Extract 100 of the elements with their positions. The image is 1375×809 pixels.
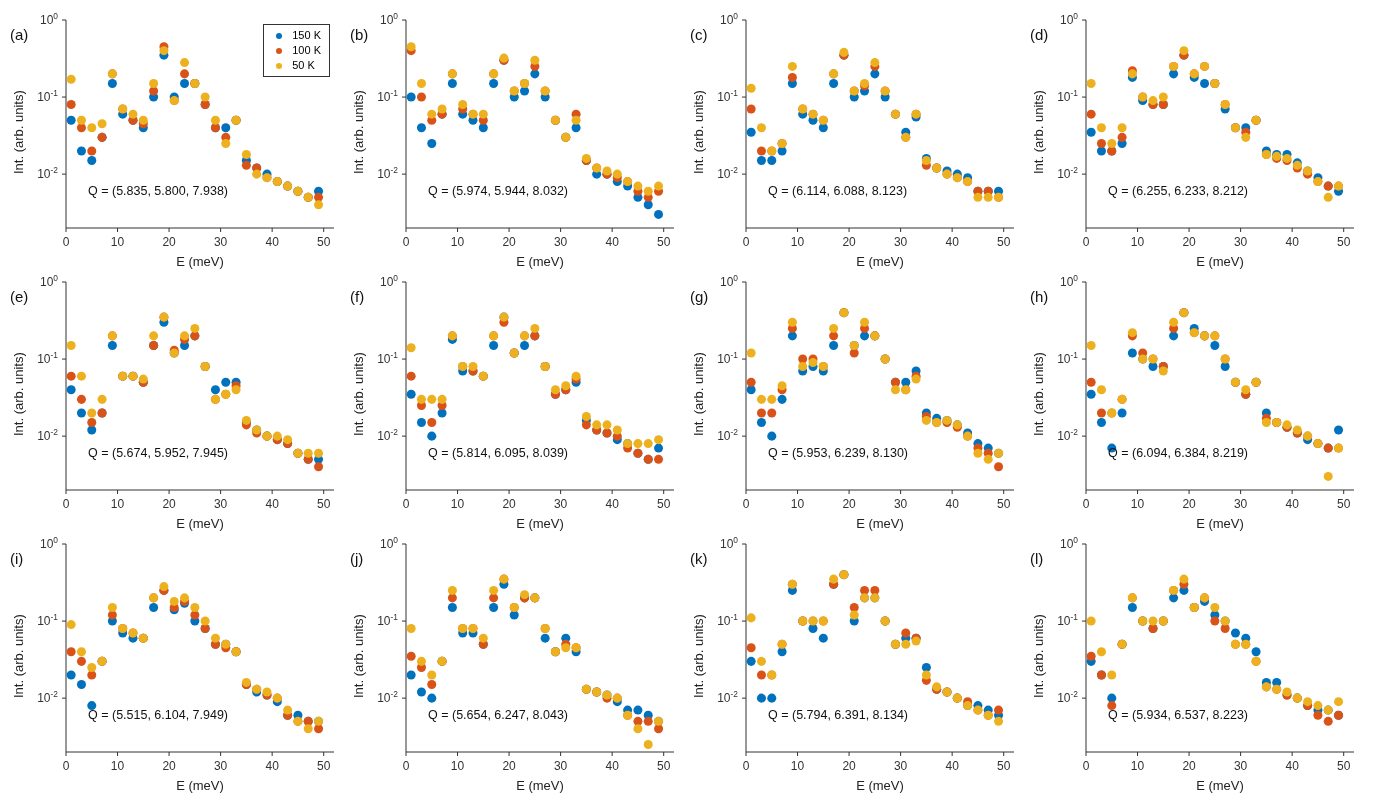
legend-label: 50 K — [292, 58, 315, 73]
chart-title: (i) — [10, 550, 24, 567]
x-axis-title: E (meV) — [856, 516, 904, 531]
y-tick-label: 10$^{-2}$ — [1057, 689, 1079, 706]
x-tick-label: 30 — [213, 235, 228, 249]
y-tick-label: 10$^{-1}$ — [37, 350, 59, 367]
x-tick-label: 0 — [742, 235, 750, 249]
x-tick-label: 10 — [450, 497, 465, 511]
y-tick-label: 10$^{-1}$ — [1057, 88, 1079, 105]
y-tick-label: 10$^{-2}$ — [37, 689, 59, 706]
chart-title: (g) — [690, 288, 709, 305]
x-tick-label: 0 — [742, 497, 750, 511]
annotation: Q = (6.114, 6.088, 8.123) — [768, 184, 908, 198]
x-tick-label: 0 — [62, 497, 70, 511]
y-axis-title: Int. (arb. units) — [1030, 614, 1046, 698]
y-tick-label: 10$^{0}$ — [719, 535, 739, 551]
annotation: Q = (6.255, 6.233, 8.212) — [1108, 184, 1249, 198]
x-tick-label: 40 — [605, 235, 620, 249]
x-tick-label: 30 — [553, 235, 568, 249]
x-tick-label: 10 — [110, 497, 125, 511]
y-tick-label: 10$^{-2}$ — [37, 165, 59, 182]
chart-title: (c) — [690, 26, 708, 43]
chart-title: (a) — [10, 26, 29, 43]
chart-title: (h) — [1030, 288, 1049, 305]
annotation: Q = (5.814, 6.095, 8.039) — [428, 446, 569, 460]
y-tick-label: 10$^{0}$ — [39, 273, 59, 289]
x-tick-label: 40 — [1285, 759, 1300, 773]
x-tick-label: 0 — [1082, 235, 1090, 249]
y-tick-label: 10$^{0}$ — [719, 273, 739, 289]
x-axis-title: E (meV) — [1196, 778, 1244, 793]
x-tick-label: 50 — [657, 759, 671, 773]
x-tick-label: 0 — [402, 759, 410, 773]
x-tick-label: 20 — [502, 235, 517, 249]
y-tick-label: 10$^{0}$ — [39, 535, 59, 551]
y-tick-label: 10$^{-1}$ — [37, 88, 59, 105]
legend-label: 150 K — [292, 28, 321, 43]
x-tick-label: 20 — [842, 235, 857, 249]
annotation: Q = (5.835, 5.800, 7.938) — [88, 184, 229, 198]
x-tick-label: 30 — [1233, 235, 1248, 249]
x-axis-title: E (meV) — [516, 516, 564, 531]
chart-title: (b) — [350, 26, 369, 43]
y-tick-label: 10$^{-1}$ — [377, 350, 399, 367]
y-tick-label: 10$^{-1}$ — [37, 612, 59, 629]
x-tick-label: 50 — [657, 497, 671, 511]
x-tick-label: 30 — [1233, 759, 1248, 773]
y-tick-label: 10$^{-2}$ — [377, 427, 399, 444]
y-tick-label: 10$^{-2}$ — [1057, 165, 1079, 182]
legend-label: 100 K — [292, 43, 321, 58]
y-axis-title: Int. (arb. units) — [10, 90, 26, 174]
x-tick-label: 40 — [1285, 235, 1300, 249]
x-tick-label: 30 — [893, 497, 908, 511]
x-axis-title: E (meV) — [516, 778, 564, 793]
x-tick-label: 10 — [110, 235, 125, 249]
y-tick-label: 10$^{-2}$ — [717, 165, 739, 182]
y-tick-label: 10$^{-1}$ — [717, 350, 739, 367]
annotation: Q = (5.654, 6.247, 8.043) — [428, 708, 569, 722]
y-tick-label: 10$^{-2}$ — [377, 165, 399, 182]
x-tick-label: 40 — [265, 497, 280, 511]
annotation: Q = (5.794, 6.391, 8.134) — [768, 708, 909, 722]
x-tick-label: 20 — [162, 497, 177, 511]
x-tick-label: 40 — [945, 497, 960, 511]
chart-title: (l) — [1030, 550, 1044, 567]
x-tick-label: 20 — [162, 759, 177, 773]
x-tick-label: 40 — [605, 497, 620, 511]
x-tick-label: 40 — [1285, 497, 1300, 511]
x-tick-label: 0 — [62, 235, 70, 249]
annotation: Q = (5.515, 6.104, 7.949) — [88, 708, 229, 722]
y-tick-label: 10$^{-2}$ — [37, 427, 59, 444]
y-axis-title: Int. (arb. units) — [350, 352, 366, 436]
x-axis-title: E (meV) — [1196, 516, 1244, 531]
y-axis-title: Int. (arb. units) — [690, 90, 706, 174]
x-tick-label: 0 — [402, 235, 410, 249]
x-axis-title: E (meV) — [516, 254, 564, 269]
x-tick-label: 50 — [997, 235, 1011, 249]
x-tick-label: 20 — [1182, 235, 1197, 249]
y-tick-label: 10$^{0}$ — [379, 273, 399, 289]
y-tick-label: 10$^{0}$ — [39, 11, 59, 27]
x-tick-label: 10 — [1130, 497, 1145, 511]
x-tick-label: 20 — [502, 497, 517, 511]
x-tick-label: 10 — [450, 235, 465, 249]
x-tick-label: 50 — [657, 235, 671, 249]
chart-title: (d) — [1030, 26, 1049, 43]
x-tick-label: 0 — [62, 759, 70, 773]
x-tick-label: 40 — [945, 759, 960, 773]
x-tick-label: 20 — [1182, 759, 1197, 773]
x-tick-label: 10 — [1130, 759, 1145, 773]
chart-title: (f) — [350, 288, 365, 305]
y-tick-label: 10$^{-2}$ — [717, 427, 739, 444]
x-tick-label: 30 — [213, 759, 228, 773]
x-tick-label: 30 — [1233, 497, 1248, 511]
y-tick-label: 10$^{-2}$ — [1057, 427, 1079, 444]
chart-title: (j) — [350, 550, 364, 567]
x-tick-label: 50 — [997, 759, 1011, 773]
y-axis-title: Int. (arb. units) — [1030, 352, 1046, 436]
y-axis-title: Int. (arb. units) — [350, 90, 366, 174]
x-tick-label: 0 — [742, 759, 750, 773]
x-axis-title: E (meV) — [176, 516, 224, 531]
y-tick-label: 10$^{-1}$ — [377, 88, 399, 105]
x-axis-title: E (meV) — [1196, 254, 1244, 269]
annotation: Q = (5.934, 6.537, 8.223) — [1108, 708, 1249, 722]
